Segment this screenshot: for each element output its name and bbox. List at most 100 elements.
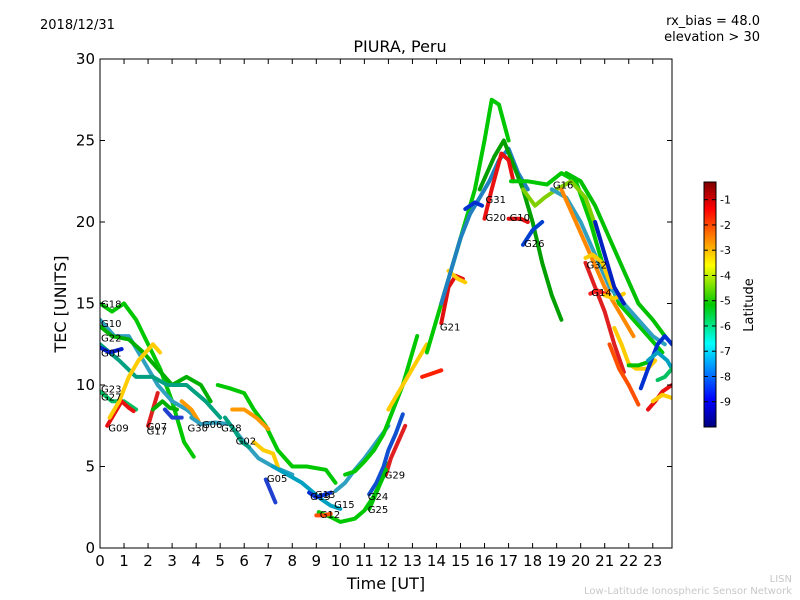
- tec-track-10: [162, 407, 184, 420]
- tec-track-35: [482, 151, 516, 221]
- x-tick-label: 11: [355, 552, 374, 570]
- x-tick-label: 23: [643, 552, 662, 570]
- satellite-label: G01: [101, 348, 121, 359]
- x-tick-label: 20: [571, 552, 590, 570]
- x-tick-label: 2: [143, 552, 153, 570]
- satellite-label: G24: [368, 492, 388, 503]
- tec-track-48: [607, 342, 641, 407]
- x-tick-label: 1: [119, 552, 129, 570]
- y-tick-label: 10: [76, 376, 95, 394]
- satellite-label: G17: [147, 427, 167, 438]
- satellite-label: G19: [310, 492, 330, 503]
- colorbar-tick-label: -3: [720, 244, 731, 257]
- tec-track-40: [549, 187, 667, 347]
- tec-track-4: [100, 345, 124, 355]
- tec-track-39: [521, 220, 545, 247]
- tec-track-23: [343, 334, 420, 477]
- y-tick-label: 0: [85, 539, 95, 557]
- tec-track-28: [420, 368, 444, 379]
- satellite-label: G16: [553, 181, 573, 192]
- tec-track-14: [230, 407, 271, 431]
- x-tick-label: 18: [523, 552, 542, 570]
- satellite-label: G26: [524, 239, 544, 250]
- tec-track-0: [100, 301, 196, 459]
- tec-track-45: [588, 288, 607, 296]
- tec-track-24: [384, 423, 408, 477]
- colorbar-tick-label: -4: [720, 269, 731, 282]
- tec-track-7: [107, 342, 163, 420]
- tec-track-38: [521, 179, 602, 241]
- tec-track-21: [314, 511, 333, 518]
- tec-track-15: [223, 415, 251, 449]
- colorbar-tick-label: -9: [720, 396, 731, 409]
- x-tick-label: 4: [191, 552, 201, 570]
- x-tick-label: 10: [331, 552, 350, 570]
- colorbar-tick-label: -2: [720, 219, 731, 232]
- x-tick-label: 16: [475, 552, 494, 570]
- x-tick-label: 22: [619, 552, 638, 570]
- y-axis: 0 5 10 15 20 25 30: [76, 50, 672, 557]
- satellite-label: G21: [440, 322, 460, 333]
- colorbar-tick-label: -8: [720, 370, 731, 383]
- satellite-label: G12: [320, 510, 340, 521]
- x-tick-label: 17: [499, 552, 518, 570]
- footer: LISN Low-Latitude Ionospheric Sensor Net…: [584, 574, 792, 598]
- tec-track-55: [655, 366, 672, 383]
- colorbar: -1 -2 -3 -4 -5 -6 -7 -8 -9 Latitude: [703, 181, 757, 428]
- tec-track-33: [463, 200, 485, 211]
- x-tick-label: 13: [403, 552, 422, 570]
- receiver-info: rx_bias = 48.0 elevation > 30: [664, 14, 760, 46]
- colorbar-tick-label: -6: [720, 320, 731, 333]
- tec-track-19: [307, 490, 333, 500]
- satellite-label: G18: [101, 300, 121, 311]
- footer-network: Low-Latitude Ionospheric Sensor Network: [584, 586, 792, 597]
- x-tick-label: 14: [427, 552, 446, 570]
- tec-track-6: [105, 399, 136, 428]
- tec-track-2: [100, 324, 213, 404]
- tec-track-50: [626, 360, 650, 368]
- satellite-label: G20: [486, 213, 506, 224]
- satellite-label: G32: [586, 260, 606, 271]
- tec-track-37: [509, 171, 665, 355]
- x-tick-label: 7: [263, 552, 273, 570]
- footer-lisn: LISN: [769, 574, 792, 585]
- satellite-label: G09: [108, 423, 128, 434]
- tec-track-3: [100, 342, 223, 420]
- tec-track-26: [367, 467, 388, 511]
- satellite-label: G29: [385, 471, 405, 482]
- x-tick-label: 21: [595, 552, 614, 570]
- colorbar-gradient: [703, 181, 717, 428]
- tec-track-16: [251, 440, 280, 469]
- x-tick-label: 9: [312, 552, 322, 570]
- x-tick-label: 19: [547, 552, 566, 570]
- tec-track-25: [367, 412, 405, 497]
- satellite-label: G23: [101, 384, 121, 395]
- tec-track-29: [424, 97, 511, 355]
- date-label: 2018/12/31: [40, 18, 115, 33]
- x-axis-label: Time [UT]: [346, 574, 425, 593]
- tec-track-41: [564, 171, 667, 339]
- satellite-label: G07: [147, 422, 167, 433]
- x-tick-label: 15: [451, 552, 470, 570]
- satellite-label: G25: [368, 505, 388, 516]
- x-tick-label: 0: [95, 552, 105, 570]
- elevation-label: elevation > 30: [664, 30, 760, 45]
- x-tick-label: 8: [287, 552, 297, 570]
- tec-track-18: [271, 464, 343, 511]
- satellite-label: G22: [101, 334, 121, 345]
- y-axis-label: TEC [UNITS]: [51, 256, 70, 354]
- tec-track-54: [646, 350, 672, 371]
- tec-track-44: [583, 252, 614, 290]
- x-tick-label: 6: [239, 552, 249, 570]
- tec-track-53: [650, 392, 672, 404]
- satellite-label: G10: [510, 213, 530, 224]
- colorbar-ticks: -1 -2 -3 -4 -5 -6 -7 -8 -9: [704, 194, 731, 409]
- satellite-label: G31: [486, 195, 506, 206]
- satellite-label: G15: [334, 500, 354, 511]
- tec-track-13: [215, 383, 338, 485]
- tec-track-42: [559, 187, 636, 339]
- tec-track-27: [386, 342, 429, 412]
- satellite-label: G30: [188, 423, 208, 434]
